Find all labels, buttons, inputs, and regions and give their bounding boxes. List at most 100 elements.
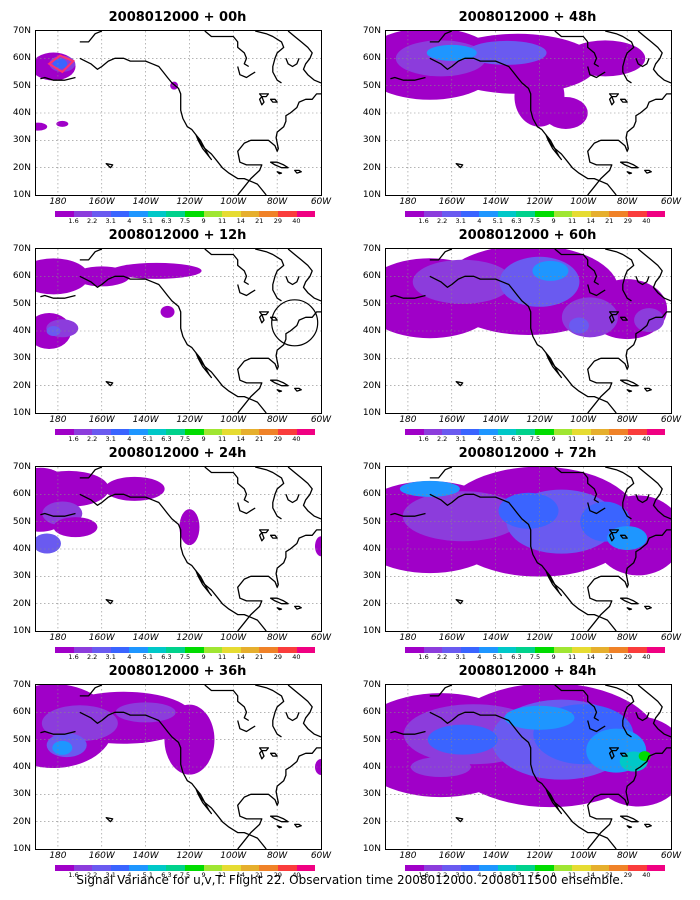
signal-contour <box>36 122 48 131</box>
colorbar <box>55 429 316 435</box>
latitude-label: 40N <box>362 108 381 118</box>
longitude-label: 180 <box>49 197 67 207</box>
longitude-label: 120W <box>526 851 553 861</box>
colorbar-swatch <box>222 429 241 435</box>
colorbar-label: 1.6 <box>418 871 429 879</box>
signal-contour <box>53 58 68 69</box>
colorbar-label: 1.6 <box>68 435 79 443</box>
colorbar-swatch <box>277 647 297 653</box>
map-plot-area <box>385 248 672 414</box>
colorbar-swatch <box>110 647 130 653</box>
longitude-label: 160W <box>88 197 115 207</box>
colorbar-swatch <box>590 211 610 217</box>
coastline <box>390 467 671 631</box>
panel-title: 2008012000 + 24h <box>108 446 247 461</box>
panel-title: 2008012000 + 00h <box>108 10 247 25</box>
colorbar-label: 6.3 <box>161 435 172 443</box>
map-plot-area <box>35 684 322 850</box>
signal-contour <box>53 517 98 538</box>
highlight-circle <box>271 299 319 347</box>
colorbar-label: 4 <box>127 871 132 879</box>
colorbar-label: 21 <box>605 435 614 443</box>
signal-contour <box>36 533 61 554</box>
colorbar-label: 40 <box>292 435 301 443</box>
map-canvas <box>36 467 321 631</box>
colorbar-label: 4 <box>127 653 132 661</box>
latitude-label: 10N <box>362 626 381 636</box>
colorbar-swatch <box>572 429 591 435</box>
coastline <box>40 31 321 195</box>
longitude-label: 180 <box>49 415 67 425</box>
longitude-label: 100W <box>570 851 597 861</box>
colorbar-label: 3.1 <box>455 435 466 443</box>
colorbar-label: 4 <box>477 653 482 661</box>
signal-contour <box>160 305 175 318</box>
latitude-label: 60N <box>362 271 381 282</box>
latitude-label: 60N <box>12 271 31 282</box>
map-plot-area <box>35 466 322 632</box>
longitude-label: 140W <box>132 633 159 643</box>
longitude-label: 80W <box>266 633 288 643</box>
colorbar-label: 14 <box>236 217 245 225</box>
longitude-label: 100W <box>570 633 597 643</box>
colorbar-label: 1.6 <box>418 435 429 443</box>
colorbar-swatch <box>627 647 647 653</box>
coastline <box>40 685 321 849</box>
longitude-label: 140W <box>482 197 509 207</box>
latitude-label: 20N <box>12 816 31 827</box>
colorbar-label: 29 <box>623 871 632 879</box>
latitude-label: 30N <box>362 353 381 364</box>
latitude-label: 50N <box>362 734 381 745</box>
map-plot-area <box>385 684 672 850</box>
latitude-label: 70N <box>12 26 31 36</box>
colorbar-label: 40 <box>642 653 651 661</box>
colorbar-label: 9 <box>551 653 556 661</box>
colorbar-swatch <box>129 865 148 871</box>
colorbar-swatch <box>166 865 186 871</box>
colorbar-swatch <box>147 429 167 435</box>
colorbar-label: 3.1 <box>105 217 116 225</box>
signal-contour <box>36 258 89 295</box>
latitude-label: 30N <box>12 571 31 582</box>
latitude-label: 70N <box>12 244 31 254</box>
colorbar-swatch <box>222 211 241 217</box>
colorbar-label: 7.5 <box>529 435 541 443</box>
longitude-label: 160W <box>438 851 465 861</box>
colorbar-swatch <box>535 865 554 871</box>
colorbar-swatch <box>460 211 480 217</box>
colorbar-swatch <box>166 211 186 217</box>
colorbar-label: 2.2 <box>86 217 98 225</box>
colorbar-swatch <box>203 865 223 871</box>
colorbar-label: 29 <box>273 435 282 443</box>
latitude-label: 30N <box>12 789 31 800</box>
colorbar-swatch <box>627 865 647 871</box>
latitude-label: 20N <box>362 162 381 173</box>
longitude-label: 180 <box>399 851 417 861</box>
colorbar-label: 21 <box>605 217 614 225</box>
colorbar-swatch <box>222 865 241 871</box>
colorbar-label: 29 <box>623 435 632 443</box>
longitude-label: 160W <box>438 633 465 643</box>
colorbar-swatch <box>222 647 241 653</box>
map-plot-area <box>385 30 672 196</box>
colorbar-swatch <box>129 647 148 653</box>
colorbar-label: 2.2 <box>86 435 98 443</box>
colorbar-label: 5.1 <box>142 653 154 661</box>
longitude-label: 100W <box>570 197 597 207</box>
colorbar-swatch <box>572 647 591 653</box>
colorbar-swatch <box>73 647 93 653</box>
colorbar-label: 40 <box>292 871 301 879</box>
longitude-label: 120W <box>176 851 203 861</box>
colorbar-label: 4 <box>477 871 482 879</box>
colorbar <box>405 647 666 653</box>
colorbar-label: 29 <box>273 653 282 661</box>
colorbar-swatch <box>479 211 498 217</box>
colorbar-swatch <box>240 865 260 871</box>
longitude-label: 60W <box>660 633 682 643</box>
colorbar-swatch <box>185 429 204 435</box>
longitude-label: 100W <box>220 197 247 207</box>
colorbar-label: 40 <box>292 217 301 225</box>
colorbar-swatch <box>166 647 186 653</box>
colorbar-swatch <box>129 429 148 435</box>
colorbar-label: 9 <box>551 871 556 879</box>
